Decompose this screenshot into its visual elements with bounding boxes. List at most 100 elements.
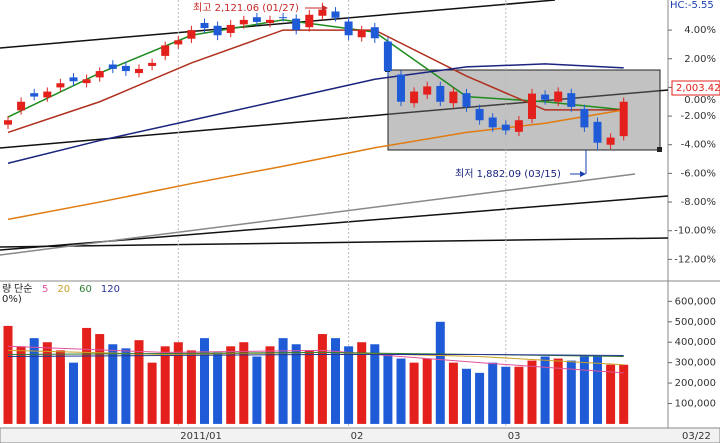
volume-bar: [291, 344, 301, 424]
volume-bar: [200, 338, 209, 424]
volume-bar: [42, 342, 52, 424]
x-tick-label: 03: [508, 431, 521, 442]
volume-bar: [527, 360, 537, 424]
trend-line: [0, 0, 556, 49]
corner-label: HC:-5.55: [670, 0, 714, 11]
volume-bar: [448, 362, 458, 424]
candle-body: [4, 120, 12, 125]
y-tick-label: 100,000: [675, 398, 716, 409]
volume-bar: [409, 362, 419, 424]
volume-bar: [331, 338, 340, 424]
candle-body: [108, 64, 117, 69]
x-tick-label: 02: [351, 431, 364, 442]
volume-bar: [134, 340, 144, 424]
x-tick-label: 2011/01: [180, 431, 222, 442]
candle-body: [200, 22, 209, 29]
volume-bar: [396, 358, 406, 424]
volume-bar: [226, 346, 236, 424]
price-tag: 2,003.42: [676, 83, 720, 94]
candle-body: [69, 77, 78, 82]
y-tick-label: 600,000: [675, 296, 716, 307]
candle-body: [423, 86, 432, 95]
volume-unit-label: 0%): [2, 294, 22, 305]
candle-body: [30, 93, 39, 97]
y-tick-label: 2.00%: [684, 54, 716, 65]
volume-bar: [160, 346, 170, 424]
candle-body: [501, 124, 510, 131]
candle-body: [606, 137, 615, 145]
candle-body: [292, 18, 301, 31]
candle-body: [213, 25, 222, 36]
volume-bar: [422, 358, 432, 424]
marks: [3, 0, 672, 428]
y-tick-label: 4.00%: [684, 25, 716, 36]
volume-bar: [213, 352, 223, 424]
candle-body: [305, 14, 314, 28]
legend-entry: 5: [42, 284, 48, 295]
candle-body: [226, 24, 235, 33]
volume-bar: [121, 348, 131, 424]
candle-body: [318, 9, 327, 16]
candle-body: [370, 27, 379, 39]
y-tick-label: 200,000: [675, 378, 716, 389]
candle-body: [528, 93, 536, 119]
volume-bar: [3, 325, 13, 424]
y-tick-label: -4.00%: [681, 140, 716, 151]
volume-bar: [265, 346, 275, 424]
volume-bar: [357, 342, 367, 424]
candle-body: [56, 83, 65, 88]
volume-bar: [462, 368, 471, 424]
volume-bar: [606, 364, 616, 424]
volume-bar: [252, 356, 262, 424]
volume-bar: [55, 350, 65, 424]
candle-body: [488, 117, 497, 128]
volume-ma-line: [7, 345, 624, 374]
y-tick-label: -8.00%: [681, 197, 716, 208]
candle-body: [475, 108, 484, 121]
candle-body: [331, 11, 340, 18]
candle-body: [266, 19, 274, 23]
candle-body: [514, 120, 523, 132]
candle-body: [344, 21, 353, 36]
volume-bar: [108, 344, 118, 424]
candle-body: [567, 93, 576, 107]
legend-entry: 20: [57, 284, 70, 295]
volume-bar: [579, 356, 589, 424]
price-ma-line: [7, 63, 624, 164]
candle-body: [43, 91, 52, 98]
volume-ma-line: [7, 353, 624, 358]
candle-body: [449, 91, 458, 104]
volume-bar: [239, 342, 249, 424]
candle-body: [252, 17, 261, 22]
candle-body: [554, 91, 563, 102]
y-tick-label: 300,000: [675, 358, 716, 369]
volume-legend-prefix: 량: [2, 283, 11, 295]
candle-body: [121, 65, 130, 72]
candle-body: [148, 62, 157, 66]
candle-body: [397, 74, 405, 102]
volume-bar: [593, 356, 602, 424]
legend-entry: 120: [101, 284, 120, 295]
candle-body: [135, 68, 143, 74]
volume-legend-label: 단순: [14, 283, 32, 295]
candle-body: [383, 41, 392, 72]
volume-bar: [619, 364, 629, 424]
volume-bar: [304, 350, 314, 424]
candle-body: [462, 93, 471, 107]
volume-bar: [540, 356, 550, 424]
y-tick-label: -12.00%: [674, 254, 716, 265]
candle-body: [161, 45, 170, 56]
candle-body: [357, 30, 366, 38]
y-tick-label: 500,000: [675, 317, 716, 328]
volume-bar: [383, 354, 393, 424]
volume-bar: [186, 350, 196, 424]
volume-bar: [95, 334, 105, 424]
volume-bar: [553, 358, 563, 424]
candle-body: [239, 19, 248, 25]
candle-body: [17, 101, 26, 111]
y-tick-label: -10.00%: [674, 226, 716, 237]
volume-bar: [69, 362, 78, 424]
volume-bar: [475, 372, 485, 424]
cursor-date: 03/22: [682, 431, 711, 442]
candle-body: [95, 71, 104, 78]
